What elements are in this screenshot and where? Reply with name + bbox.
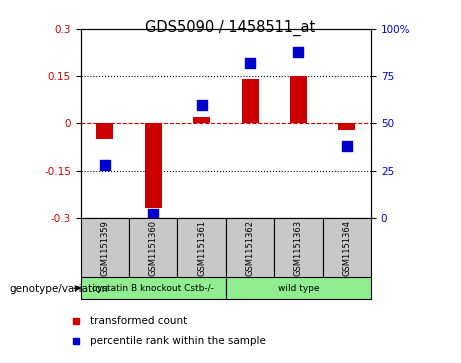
Bar (290, 76, 307, 123)
Bar (274, 218, 323, 278)
Text: transformed count: transformed count (90, 316, 187, 326)
Bar (145, 123, 162, 208)
Point (246, 60, 254, 66)
Bar (129, 218, 177, 278)
Bar (226, 277, 371, 299)
Bar (193, 117, 210, 123)
Bar (338, 123, 355, 130)
Text: GSM1151361: GSM1151361 (197, 220, 206, 276)
Text: cystatin B knockout Cstb-/-: cystatin B knockout Cstb-/- (92, 284, 214, 293)
Text: GSM1151359: GSM1151359 (100, 220, 109, 276)
Bar (81, 218, 129, 278)
Bar (226, 218, 274, 278)
Text: GSM1151364: GSM1151364 (343, 220, 351, 276)
Point (149, 211, 157, 217)
Bar (81, 277, 226, 299)
Text: wild type: wild type (278, 284, 319, 293)
Text: GSM1151360: GSM1151360 (149, 220, 158, 276)
Bar (242, 79, 259, 123)
Point (198, 102, 205, 107)
Point (101, 162, 109, 168)
Bar (96, 123, 113, 139)
Text: genotype/variation: genotype/variation (9, 284, 108, 294)
Text: GSM1151363: GSM1151363 (294, 220, 303, 276)
Text: percentile rank within the sample: percentile rank within the sample (90, 336, 266, 346)
Bar (177, 218, 226, 278)
Point (343, 143, 350, 149)
Bar (323, 218, 371, 278)
Text: GDS5090 / 1458511_at: GDS5090 / 1458511_at (145, 20, 316, 36)
Text: GSM1151362: GSM1151362 (246, 220, 254, 276)
Point (295, 49, 302, 54)
